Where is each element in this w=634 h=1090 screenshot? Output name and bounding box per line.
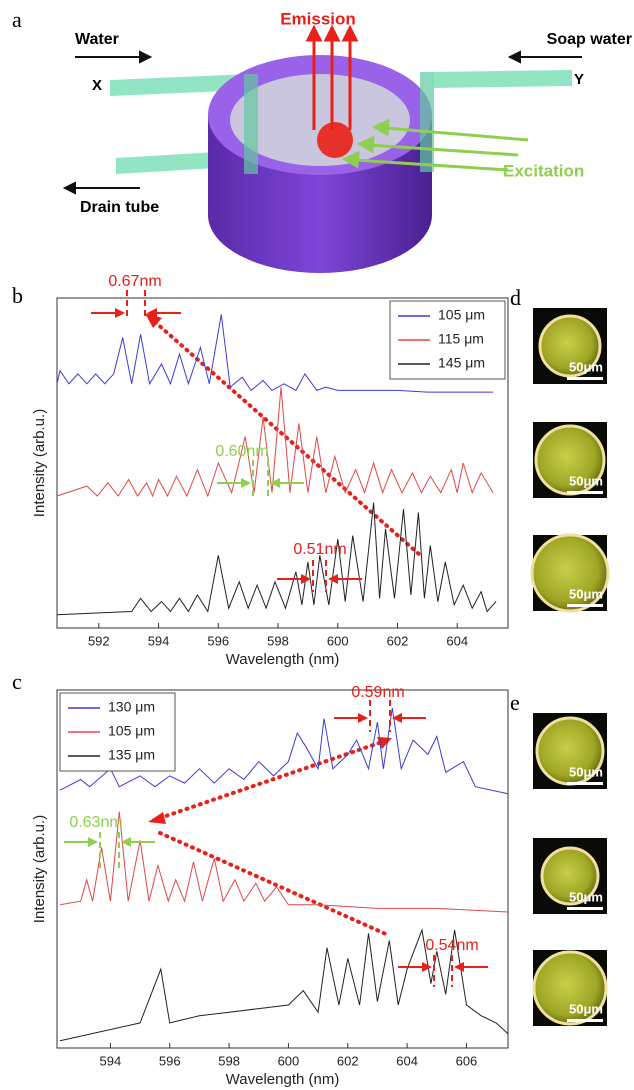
- panel-label: c: [12, 669, 22, 694]
- x-tick-label: 606: [456, 1053, 478, 1068]
- x-tick-label: 594: [100, 1053, 122, 1068]
- panel-label: a: [12, 7, 22, 32]
- scale-label: 50μm: [569, 473, 603, 488]
- scale-bar: [567, 1019, 603, 1022]
- x-tick-label: 602: [337, 1053, 359, 1068]
- microsphere: [530, 533, 610, 613]
- scale-bar: [567, 907, 603, 910]
- panel-label: b: [12, 283, 23, 308]
- x-tick-label: 602: [387, 633, 409, 648]
- label: Drain tube: [80, 199, 159, 216]
- label: Excitation: [503, 161, 584, 180]
- y-axis-label: Intensity (arb.u.): [31, 815, 48, 923]
- x-tick-label: 600: [278, 1053, 300, 1068]
- spectrum-line: [59, 811, 509, 913]
- x-tick-label: 592: [88, 633, 110, 648]
- x-tick-label: 604: [446, 633, 468, 648]
- legend-label: 105 μm: [438, 307, 485, 323]
- tube: [420, 72, 434, 172]
- arrowhead: [241, 478, 251, 488]
- x-tick-label: 604: [396, 1053, 418, 1068]
- arrowhead: [422, 962, 432, 972]
- panel-label: e: [510, 690, 520, 715]
- droplet: [317, 122, 353, 158]
- x-tick-label: 596: [159, 1053, 181, 1068]
- scale-bar: [567, 604, 603, 607]
- scale-label: 50μm: [569, 889, 603, 904]
- annotation: 0.59nm: [351, 684, 404, 701]
- scale-label: 50μm: [569, 359, 603, 374]
- label: X: [92, 77, 102, 94]
- spectrum-line: [56, 387, 494, 498]
- x-tick-label: 596: [207, 633, 229, 648]
- arrowhead: [392, 713, 402, 723]
- label: Soap water: [547, 31, 632, 48]
- scale-label: 50μm: [569, 1001, 603, 1016]
- scale-bar: [567, 377, 603, 380]
- x-tick-label: 594: [148, 633, 170, 648]
- panel-label: d: [510, 285, 521, 310]
- annotation: 0.54nm: [425, 937, 478, 954]
- arrowhead: [115, 308, 125, 318]
- annotation: 0.63nm: [69, 814, 122, 831]
- flow-arrows: [62, 50, 582, 195]
- scale-bar: [567, 491, 603, 494]
- y-axis-label: Intensity (arb.u.): [31, 409, 48, 517]
- legend-label: 130 μm: [108, 699, 155, 715]
- scale-bar: [567, 782, 603, 785]
- excitation-arrows: [341, 118, 529, 172]
- arrowhead: [358, 713, 368, 723]
- spectrum-line: [56, 314, 494, 393]
- x-axis-label: Wavelength (nm): [226, 651, 340, 668]
- spectrum-line: [59, 927, 509, 1042]
- tube: [430, 70, 572, 88]
- emission-arrows: [305, 24, 359, 130]
- spectrum-line: [56, 502, 497, 616]
- x-axis-label: Wavelength (nm): [226, 1071, 340, 1088]
- arrowhead: [454, 962, 464, 972]
- arrowhead: [270, 478, 280, 488]
- scale-label: 50μm: [569, 586, 603, 601]
- label: Y: [574, 71, 584, 88]
- guide-arrowheads: [145, 313, 392, 824]
- legend-label: 145 μm: [438, 355, 485, 371]
- plot-frame: [56, 297, 509, 629]
- x-tick-label: 600: [327, 633, 349, 648]
- arrowhead: [88, 837, 98, 847]
- guide-arrows: [153, 320, 422, 937]
- scale-label: 50μm: [569, 764, 603, 779]
- legend-label: 135 μm: [108, 747, 155, 763]
- microsphere: [540, 846, 600, 906]
- annotation: 0.51nm: [293, 541, 346, 558]
- x-tick-label: 598: [267, 633, 289, 648]
- arrowhead: [121, 837, 131, 847]
- arrowhead: [147, 308, 157, 318]
- annotation: 0.60nm: [215, 443, 268, 460]
- arrowhead: [328, 574, 338, 584]
- tube: [244, 74, 258, 174]
- spectrum-line: [59, 707, 509, 795]
- label: Emission: [280, 9, 356, 28]
- micrographs: 50μm 50μm 50μm 50μm 50μm 50μm: [530, 308, 610, 1026]
- legend-label: 105 μm: [108, 723, 155, 739]
- legend-label: 115 μm: [438, 331, 484, 347]
- annotation: 0.67nm: [108, 273, 161, 290]
- plot-frame: [56, 689, 509, 1049]
- microsphere: [532, 950, 608, 1026]
- x-tick-label: 598: [218, 1053, 240, 1068]
- arrowhead: [301, 574, 311, 584]
- tube: [110, 74, 250, 96]
- microsphere: [538, 314, 602, 378]
- schematic: Emission Water Soap water X Y Excitation…: [62, 9, 632, 273]
- label: Water: [75, 31, 119, 48]
